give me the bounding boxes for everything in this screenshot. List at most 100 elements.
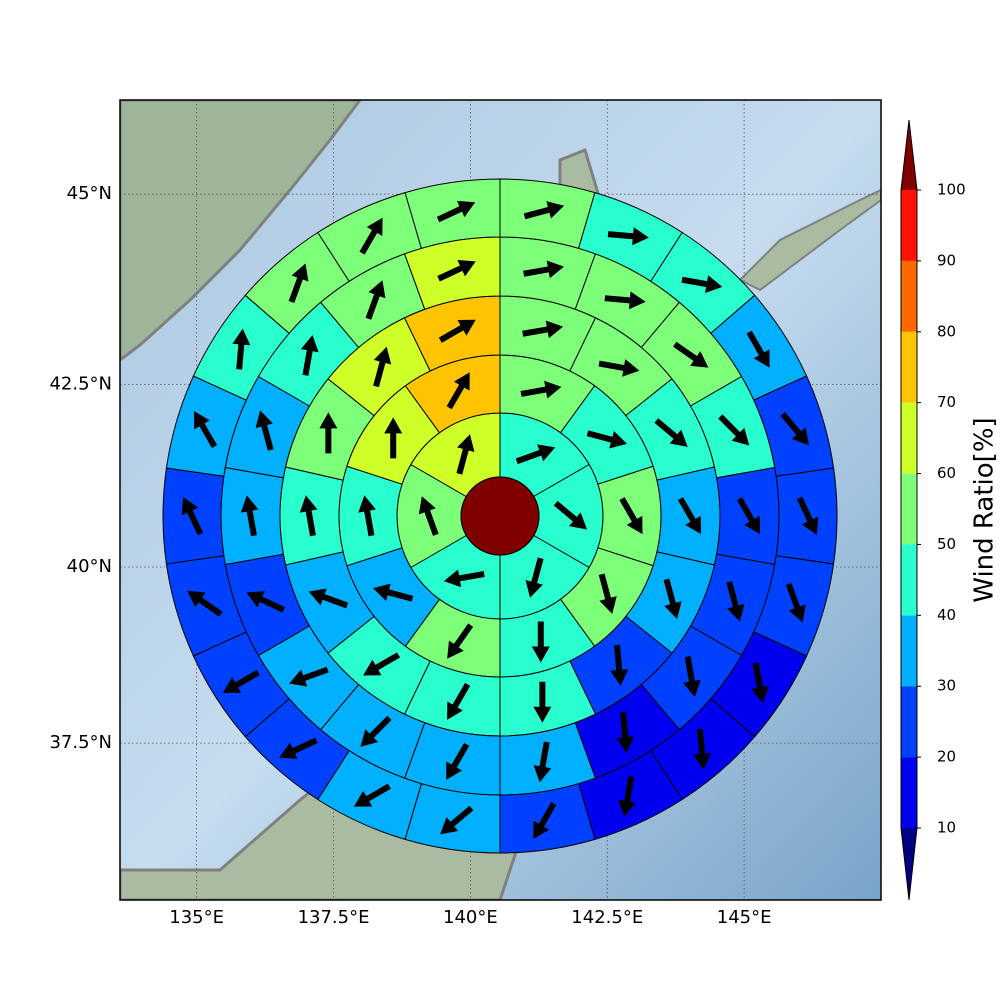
x-tick-label: 142.5°E — [571, 907, 643, 928]
wind-arrow — [683, 656, 701, 698]
wind-arrow — [372, 583, 414, 602]
wind-arrow — [654, 418, 688, 447]
wind-arrow — [418, 496, 439, 536]
wind-arrow — [308, 588, 349, 609]
wind-arrow — [187, 590, 223, 617]
wind-arrow — [746, 330, 770, 368]
wind-arrow — [360, 715, 392, 747]
wind-arrow — [785, 582, 806, 623]
x-tick-label: 137.5°E — [298, 907, 370, 928]
wind-arrow — [436, 200, 476, 223]
colorbar-tick-label: 80 — [937, 322, 956, 340]
colorbar-tick-label: 60 — [937, 464, 956, 482]
wind-arrow — [365, 280, 386, 320]
colorbar-tick-label: 30 — [937, 677, 956, 695]
colorbar-tick-label: 70 — [937, 393, 956, 411]
wind-arrow — [533, 681, 552, 723]
wind-arrow — [363, 652, 401, 676]
wind-arrow — [523, 260, 565, 279]
colorbar-bin — [901, 757, 917, 828]
wind-arrow — [440, 805, 474, 835]
wind-arrow — [523, 201, 565, 220]
wind-arrow — [693, 728, 712, 770]
colorbar-label: Wind Ratio[%] — [970, 417, 1000, 602]
wind-arrow — [299, 495, 318, 537]
wind-arrow — [531, 621, 550, 663]
colorbar-bin — [901, 615, 917, 687]
x-tick-label: 140°E — [443, 907, 498, 928]
wind-arrow — [447, 623, 474, 659]
axes-frame — [119, 99, 882, 901]
wind-arrow — [751, 662, 769, 704]
colorbar-tick-label: 10 — [937, 819, 956, 837]
wind-arrow — [515, 444, 556, 465]
wind-arrow — [446, 372, 470, 410]
wind-arrow — [520, 380, 562, 399]
wind-arrow — [616, 711, 635, 753]
wind-arrow — [358, 495, 376, 537]
wind-arrow — [181, 496, 204, 536]
wind-arrow — [718, 414, 750, 446]
wind-arrow — [240, 495, 259, 537]
wind-arrow — [525, 557, 544, 598]
x-tick-label: 145°E — [717, 907, 772, 928]
wind-arrow — [289, 666, 329, 687]
wind-arrow — [246, 591, 285, 613]
wind-arrow — [232, 328, 251, 370]
wind-arrow — [607, 227, 649, 246]
wind-arrow — [796, 496, 819, 536]
wind-arrow — [300, 334, 319, 376]
wind-arrow — [288, 263, 309, 304]
colorbar-bin — [901, 686, 917, 758]
wind-arrow — [456, 434, 475, 475]
wind-arrow — [726, 581, 745, 622]
wind-arrow — [279, 737, 318, 760]
wind-arrow — [319, 412, 338, 454]
colorbar-extend-max — [901, 120, 917, 190]
land — [738, 188, 881, 292]
y-tick-label: 40°N — [67, 556, 112, 577]
wind-arrow — [619, 497, 643, 535]
wind-arrow — [598, 359, 640, 377]
wind-arrow — [446, 742, 470, 780]
wind-arrow — [353, 783, 391, 807]
wind-arrow — [604, 291, 646, 310]
wind-arrow — [677, 497, 701, 535]
wind-arrow — [359, 217, 383, 255]
colorbar-tick-label: 40 — [937, 606, 956, 624]
x-tick-label: 135°E — [169, 907, 224, 928]
wind-arrow — [736, 497, 760, 535]
colorbar-tick-label: 100 — [937, 181, 966, 199]
wind-arrow — [681, 275, 723, 293]
wind-arrow — [533, 802, 557, 840]
wind-arrow — [373, 346, 392, 388]
wind-arrow — [618, 775, 636, 817]
wind-arrow — [255, 410, 274, 451]
colorbar-bin — [901, 190, 917, 261]
wind-arrow — [610, 644, 629, 686]
y-tick-label: 37.5°N — [49, 732, 112, 753]
colorbar-tick-label: 20 — [937, 748, 956, 766]
colorbar-bin — [901, 473, 917, 545]
wind-arrow — [447, 682, 471, 720]
colorbar-bin — [901, 331, 917, 403]
wind-arrow — [780, 411, 810, 446]
wind-arrow — [443, 569, 485, 588]
wind-arrow — [222, 669, 260, 694]
colorbar-bin — [901, 544, 917, 616]
wind-arrow — [437, 260, 476, 282]
center-disk — [460, 476, 540, 556]
wind-arrow — [533, 741, 552, 783]
wind-arrow — [673, 341, 709, 368]
wind-arrow — [522, 320, 564, 339]
wind-arrow — [663, 578, 682, 619]
wind-arrow — [384, 417, 403, 459]
wind-arrow — [586, 430, 628, 449]
colorbar-extend-min — [901, 828, 917, 900]
colorbar-tick-label: 90 — [937, 251, 956, 269]
wind-arrow — [553, 500, 588, 530]
wind-arrow — [438, 319, 476, 343]
wind-arrow — [193, 411, 218, 449]
colorbar-tick-label: 50 — [937, 535, 956, 553]
colorbar-bin — [901, 402, 917, 474]
